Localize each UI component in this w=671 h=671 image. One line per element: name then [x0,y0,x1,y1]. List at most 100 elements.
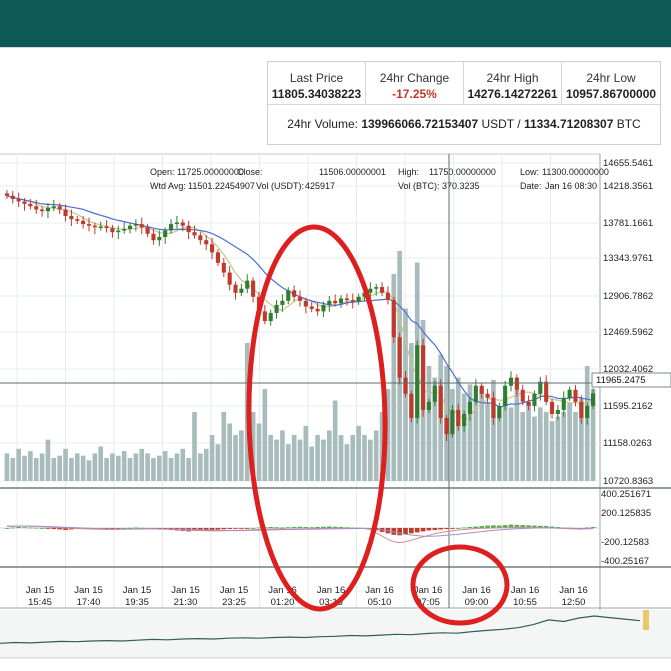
candle-body[interactable] [549,401,555,414]
candle-body[interactable] [4,193,9,196]
candle-body[interactable] [585,405,590,419]
candle-body[interactable] [192,232,197,236]
candle-body[interactable] [168,224,174,231]
candle-body[interactable] [421,345,426,410]
candle-body[interactable] [22,201,27,204]
candle-body[interactable] [579,401,584,419]
candle-body[interactable] [368,288,373,293]
candle-body[interactable] [397,337,402,378]
candle-body[interactable] [215,252,220,263]
candle-body[interactable] [497,405,502,419]
candle-body[interactable] [409,393,414,419]
candle-body[interactable] [180,222,185,226]
candle-body[interactable] [350,300,355,302]
candle-body[interactable] [245,280,250,289]
candle-body[interactable] [40,209,45,212]
candle-body[interactable] [491,397,496,419]
candle-body[interactable] [573,389,578,402]
candle-body[interactable] [163,230,168,237]
candle-body[interactable] [251,280,256,297]
candle-body[interactable] [145,227,150,234]
candle-body[interactable] [526,401,531,406]
candlesticks[interactable] [4,190,596,442]
candle-body[interactable] [268,312,273,322]
candle-body[interactable] [221,262,226,273]
candle-body[interactable] [514,377,519,390]
candle-body[interactable] [333,300,338,304]
candle-body[interactable] [57,206,62,210]
candle-body[interactable] [75,219,80,221]
candle-body[interactable] [274,304,279,313]
candle-body[interactable] [591,393,596,406]
candle-body[interactable] [309,306,314,309]
candle-body[interactable] [10,195,15,200]
candle-body[interactable] [327,300,332,305]
candle-body[interactable] [262,311,267,322]
candle-body[interactable] [292,290,297,297]
candle-body[interactable] [391,300,396,338]
candle-body[interactable] [92,225,97,228]
candle-body[interactable] [544,381,549,402]
candle-body[interactable] [450,409,455,435]
candle-body[interactable] [456,409,461,427]
candle-body[interactable] [555,409,560,414]
candle-body[interactable] [567,389,572,398]
candle-body[interactable] [81,220,86,225]
candle-body[interactable] [532,393,537,406]
navigator-handle[interactable] [643,610,649,630]
candle-body[interactable] [69,215,74,220]
candle-body[interactable] [473,385,478,402]
candle-body[interactable] [227,272,232,285]
candle-body[interactable] [479,385,484,394]
candle-body[interactable] [520,389,525,402]
candle-body[interactable] [485,393,490,398]
candle-body[interactable] [139,224,144,228]
candle-body[interactable] [467,401,473,414]
candle-body[interactable] [51,206,56,208]
candle-body[interactable] [116,230,121,233]
candle-body[interactable] [380,287,385,293]
candle-body[interactable] [186,225,191,233]
candle-body[interactable] [204,240,209,245]
candle-body[interactable] [63,209,68,216]
candle-body[interactable] [133,224,138,226]
candle-body[interactable] [286,290,291,301]
candle-body[interactable] [426,401,432,410]
candle-body[interactable] [462,413,467,427]
candle-body[interactable] [508,377,514,386]
navigator-pane[interactable] [0,610,671,658]
candle-body[interactable] [122,228,127,231]
candle-body[interactable] [297,296,303,301]
candle-body[interactable] [303,300,308,307]
candle-body[interactable] [86,224,92,226]
candle-body[interactable] [415,345,420,419]
candle-body[interactable] [98,226,103,228]
candle-body[interactable] [444,418,449,435]
candle-body[interactable] [198,235,203,241]
candle-body[interactable] [16,199,21,202]
candle-body[interactable] [239,288,244,293]
candle-body[interactable] [174,222,179,225]
candle-body[interactable] [344,298,349,301]
candle-body[interactable] [110,228,115,233]
candle-body[interactable] [432,385,437,402]
candle-body[interactable] [315,308,320,312]
candle-body[interactable] [321,304,326,312]
candle-body[interactable] [127,225,133,229]
candle-body[interactable] [34,206,39,210]
candle-body[interactable] [151,233,156,241]
candle-body[interactable] [362,292,367,297]
candle-body[interactable] [561,397,566,410]
candle-body[interactable] [338,298,344,304]
candle-body[interactable] [280,300,285,305]
candle-body[interactable] [233,284,238,293]
candle-body[interactable] [403,377,408,394]
candle-body[interactable] [28,203,33,207]
candle-body[interactable] [45,207,51,212]
candle-body[interactable] [104,226,109,229]
candle-body[interactable] [356,296,361,302]
candle-body[interactable] [374,287,379,289]
candle-body[interactable] [385,292,390,301]
candle-body[interactable] [538,381,543,394]
